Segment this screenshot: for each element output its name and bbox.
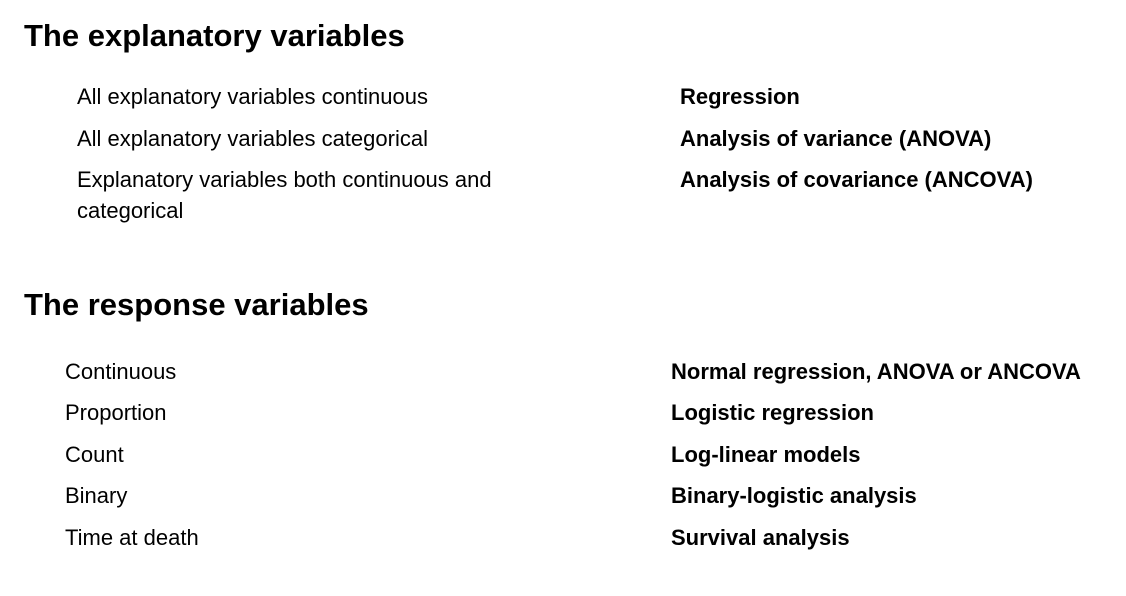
response-method: Binary-logistic analysis (671, 483, 917, 508)
response-condition: Binary (65, 483, 128, 508)
explanatory-method: Regression (680, 84, 800, 109)
response-condition: Continuous (65, 359, 177, 384)
explanatory-condition: Explanatory variables both continuous an… (77, 167, 492, 223)
response-condition: Proportion (65, 400, 167, 425)
response-condition: Time at death (65, 525, 199, 550)
explanatory-method: Analysis of covariance (ANCOVA) (680, 167, 1033, 192)
explanatory-variables-heading: The explanatory variables (24, 18, 405, 53)
response-method: Normal regression, ANOVA or ANCOVA (671, 359, 1081, 384)
response-method: Logistic regression (671, 400, 874, 425)
response-method: Log-linear models (671, 442, 861, 467)
response-condition: Count (65, 442, 124, 467)
response-method: Survival analysis (671, 525, 850, 550)
response-variables-heading: The response variables (24, 287, 369, 322)
explanatory-condition: All explanatory variables categorical (77, 126, 428, 151)
explanatory-method: Analysis of variance (ANOVA) (680, 126, 992, 151)
explanatory-condition: All explanatory variables continuous (77, 84, 428, 109)
